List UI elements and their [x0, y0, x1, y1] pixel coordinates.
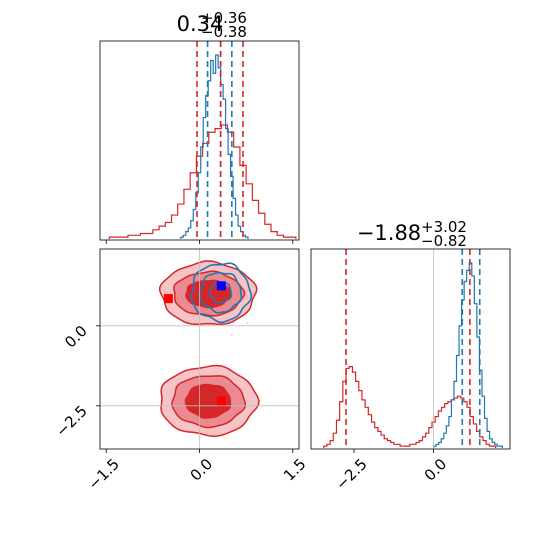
- marginal-hist-y-frame: [310, 248, 511, 450]
- marginal-y-title-plus: +3.02: [421, 218, 467, 236]
- marker-square-1: [216, 281, 226, 291]
- marginal-x-title: 0.34: [177, 12, 224, 36]
- hist-x-series-1: [180, 54, 249, 239]
- joint-contour-panel: [99, 248, 300, 450]
- marginal-hist-x-panel: [99, 40, 300, 241]
- blue-contour-level-2: [209, 281, 232, 304]
- marginal-y-title: −1.88: [357, 221, 421, 245]
- marginal-y-title-minus: −0.82: [421, 232, 467, 250]
- red-contour-level-1-2: [184, 383, 232, 419]
- hist-x-series-0: [108, 124, 297, 239]
- hist-y-series-0: [323, 366, 497, 448]
- scatter-point: [230, 334, 233, 336]
- marginal-x-title-plus: +0.36: [201, 9, 247, 27]
- marker-square-2: [216, 396, 226, 406]
- marginal-x-title-minus: −0.38: [201, 23, 247, 41]
- scatter-point: [246, 322, 249, 325]
- blue-contour-level-0: [190, 262, 253, 324]
- marginal-hist-y-panel: [310, 248, 511, 450]
- hist-y-series-1: [432, 262, 503, 448]
- marker-square-0: [163, 294, 173, 304]
